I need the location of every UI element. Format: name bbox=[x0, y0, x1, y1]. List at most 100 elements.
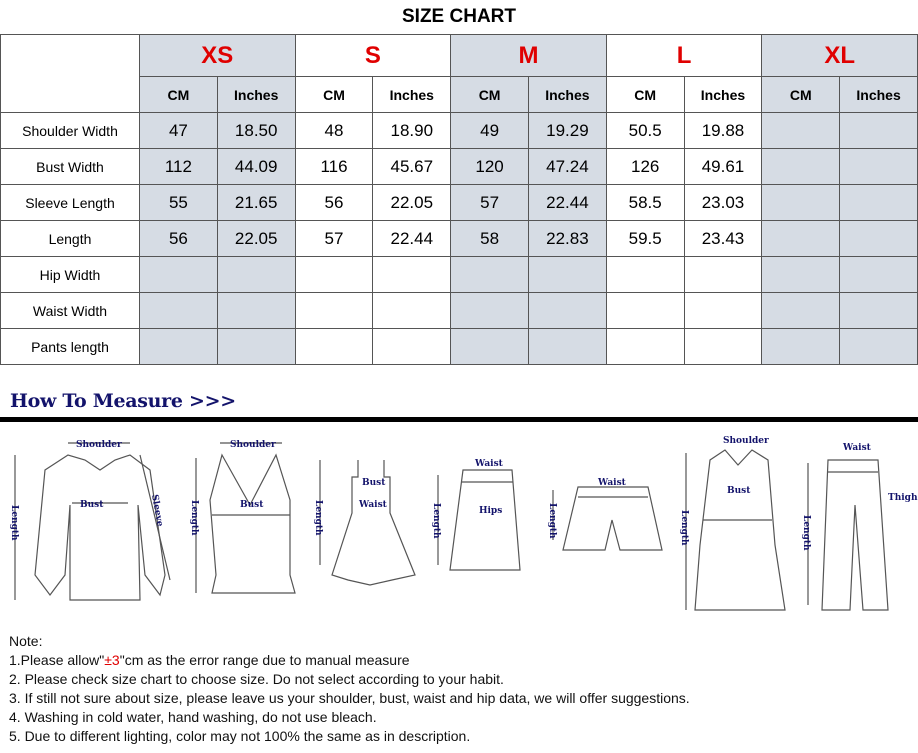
value-cell bbox=[605, 328, 685, 365]
value-cell bbox=[605, 256, 685, 293]
hips-label: Hips bbox=[479, 506, 502, 516]
length-label: Length bbox=[313, 500, 323, 536]
waist-label: Waist bbox=[358, 500, 388, 510]
value-cell bbox=[605, 292, 685, 329]
waist-label: Waist bbox=[474, 459, 504, 469]
measurement-illustrations: Shoulder Bust Sleeve Length Shoulder Bus… bbox=[9, 436, 918, 611]
measurement-label: Waist Width bbox=[0, 292, 140, 329]
value-cell: 19.29 bbox=[527, 112, 607, 149]
shorts-illustration: Waist Length bbox=[547, 478, 663, 551]
value-cell bbox=[761, 328, 841, 365]
length-label: Length bbox=[679, 510, 689, 546]
value-cell: 22.44 bbox=[372, 220, 452, 257]
corner-cell bbox=[0, 34, 140, 113]
note-text: 1.Please allow" bbox=[9, 652, 105, 668]
table-row: Waist Width bbox=[0, 292, 918, 329]
value-cell: 49.61 bbox=[683, 148, 763, 185]
measurement-label: Pants length bbox=[0, 328, 140, 365]
size-header-m: M bbox=[450, 34, 607, 77]
value-cell: 47 bbox=[139, 112, 218, 149]
coat-illustration: Shoulder Bust Length bbox=[679, 436, 786, 611]
value-cell bbox=[683, 328, 763, 365]
value-cell: 59.5 bbox=[605, 220, 685, 257]
note-line: 4. Washing in cold water, hand washing, … bbox=[9, 709, 377, 725]
value-cell: 50.5 bbox=[605, 112, 685, 149]
value-cell bbox=[527, 328, 607, 365]
value-cell: 18.50 bbox=[216, 112, 296, 149]
value-cell bbox=[450, 328, 529, 365]
divider bbox=[0, 417, 918, 422]
value-cell bbox=[683, 256, 763, 293]
value-cell bbox=[839, 112, 918, 149]
size-header-s: S bbox=[294, 34, 452, 77]
value-cell bbox=[761, 292, 841, 329]
chart-title: SIZE CHART bbox=[402, 6, 516, 27]
value-cell bbox=[216, 256, 296, 293]
length-label: Length bbox=[801, 515, 811, 551]
value-cell: 56 bbox=[139, 220, 218, 257]
unit-header: Inches bbox=[683, 76, 763, 113]
value-cell: 57 bbox=[450, 184, 529, 221]
value-cell: 112 bbox=[139, 148, 218, 185]
value-cell: 58 bbox=[450, 220, 529, 257]
note-line: 3. If still not sure about size, please … bbox=[9, 690, 690, 706]
shoulder-label: Shoulder bbox=[230, 440, 276, 450]
value-cell bbox=[683, 292, 763, 329]
value-cell bbox=[450, 256, 529, 293]
length-label: Length bbox=[431, 503, 441, 539]
waist-label: Waist bbox=[597, 478, 627, 488]
size-header-l: L bbox=[605, 34, 763, 77]
value-cell: 47.24 bbox=[527, 148, 607, 185]
value-cell bbox=[761, 256, 841, 293]
value-cell bbox=[294, 328, 374, 365]
value-cell bbox=[450, 292, 529, 329]
measurement-label: Sleeve Length bbox=[0, 184, 140, 221]
shoulder-label: Shoulder bbox=[723, 436, 769, 446]
value-cell bbox=[761, 112, 841, 149]
note-text: "cm as the error range due to manual mea… bbox=[119, 652, 410, 668]
size-header-xl: XL bbox=[761, 34, 918, 77]
measurement-label: Hip Width bbox=[0, 256, 140, 293]
notes: Note: 1.Please allow"±3"cm as the error … bbox=[9, 632, 690, 746]
unit-header: CM bbox=[761, 76, 841, 113]
length-label: Length bbox=[547, 503, 557, 539]
value-cell: 48 bbox=[294, 112, 374, 149]
value-cell: 49 bbox=[450, 112, 529, 149]
bust-label: Bust bbox=[240, 500, 264, 510]
value-cell: 23.03 bbox=[683, 184, 763, 221]
value-cell bbox=[761, 148, 841, 185]
value-cell bbox=[139, 256, 218, 293]
bust-label: Bust bbox=[362, 478, 386, 488]
value-cell bbox=[527, 292, 607, 329]
value-cell bbox=[839, 328, 918, 365]
value-cell bbox=[216, 292, 296, 329]
value-cell: 22.05 bbox=[216, 220, 296, 257]
value-cell: 126 bbox=[605, 148, 685, 185]
note-line: 2. Please check size chart to choose siz… bbox=[9, 671, 504, 687]
size-table: XS S M L XL CM Inches CM Inches CM Inches CM Inches C… bbox=[0, 34, 918, 365]
value-cell: 22.05 bbox=[372, 184, 452, 221]
value-cell: 23.43 bbox=[683, 220, 763, 257]
value-cell bbox=[372, 328, 452, 365]
value-cell bbox=[761, 184, 841, 221]
value-cell bbox=[839, 256, 918, 293]
value-cell: 18.90 bbox=[372, 112, 452, 149]
value-cell: 45.67 bbox=[372, 148, 452, 185]
vest-illustration: Shoulder Bust Length bbox=[189, 440, 296, 594]
table-row: Hip Width bbox=[0, 256, 918, 293]
value-cell: 21.65 bbox=[216, 184, 296, 221]
value-cell bbox=[372, 256, 452, 293]
notes-heading: Note: bbox=[9, 633, 43, 649]
value-cell: 44.09 bbox=[216, 148, 296, 185]
value-cell bbox=[761, 220, 841, 257]
dress-illustration: Bust Waist Length bbox=[313, 460, 416, 586]
value-cell bbox=[839, 220, 918, 257]
value-cell bbox=[139, 292, 218, 329]
unit-header: CM bbox=[605, 76, 685, 113]
unit-header: CM bbox=[450, 76, 529, 113]
value-cell: 22.44 bbox=[527, 184, 607, 221]
unit-header: Inches bbox=[839, 76, 918, 113]
value-cell bbox=[839, 148, 918, 185]
size-header-xs: XS bbox=[139, 34, 296, 77]
value-cell bbox=[839, 184, 918, 221]
